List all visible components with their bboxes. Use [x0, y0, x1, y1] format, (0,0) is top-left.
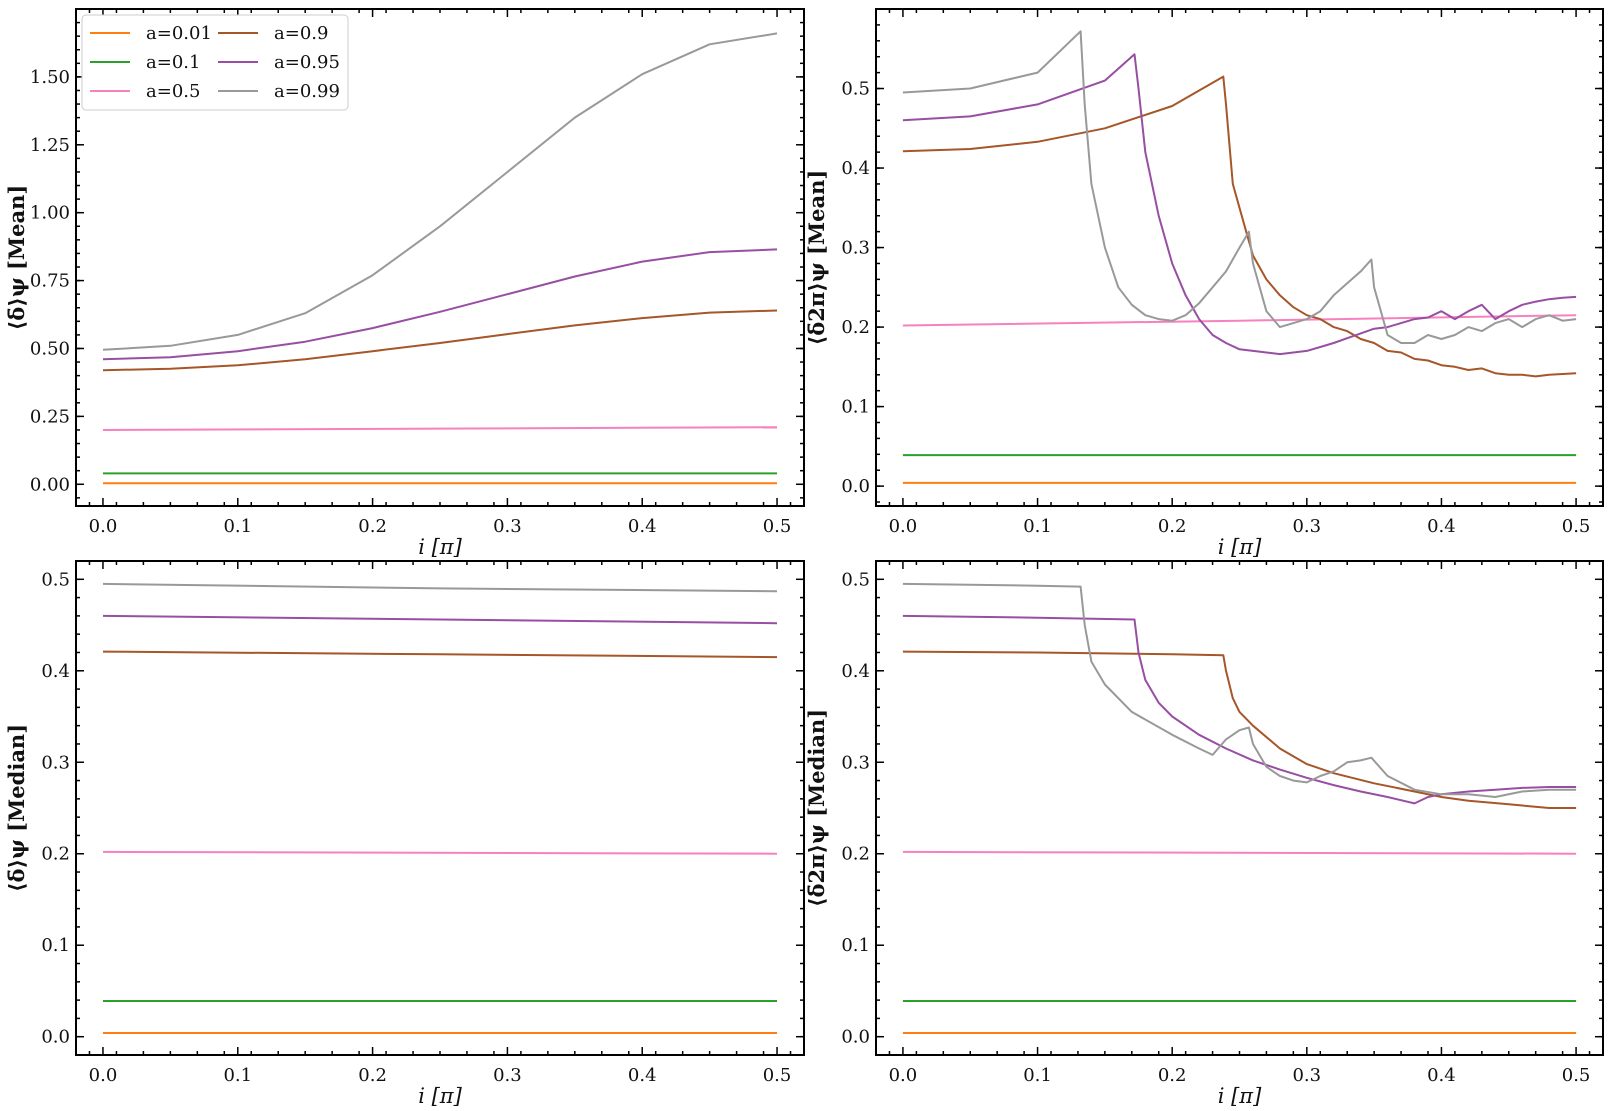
plot-frame — [875, 8, 1604, 507]
series-line-a09-3 — [102, 309, 778, 372]
x-tick-label: 0.4 — [1427, 516, 1456, 537]
x-tick-label: 0.0 — [89, 1065, 118, 1086]
y-tick-label: 0.4 — [841, 661, 870, 682]
series-line-a099-5 — [902, 30, 1577, 344]
y-tick-label: 0.0 — [41, 1027, 70, 1048]
y-tick-label: 1.25 — [30, 135, 70, 156]
y-tick-label: 0.75 — [30, 271, 70, 292]
x-tick-label: 0.3 — [493, 516, 522, 537]
panel-top-left-mean: 0.0 0.1 0.2 0.3 0.4 0.5 0.00 0.25 0.50 0.75 1.00 1.… — [4, 8, 805, 559]
x-tick-label: 0.2 — [1158, 1065, 1187, 1086]
series-line-a095-4 — [102, 248, 778, 361]
y-tick-label: 0.3 — [841, 238, 870, 259]
x-tick-label: 0.3 — [493, 1065, 522, 1086]
y-axis-label: ⟨δ̄2π⟩ψ [Mean] — [804, 170, 829, 346]
series-line-a09-3 — [902, 75, 1577, 378]
y-axis-label: ⟨δ̄⟩ψ [Mean] — [4, 185, 29, 331]
x-tick-label: 0.1 — [1023, 516, 1052, 537]
y-tick-label: 0.00 — [30, 474, 70, 495]
y-tick-label: 0.4 — [841, 158, 870, 179]
y-tick-label: 0.1 — [841, 935, 870, 956]
x-tick-label: 0.1 — [1023, 1065, 1052, 1086]
y-tick-label: 0.0 — [841, 1027, 870, 1048]
x-axis-label: i [π] — [418, 535, 462, 559]
legend-label: a=0.5 — [146, 81, 200, 102]
series-line-a099-5 — [102, 32, 778, 351]
legend-label: a=0.95 — [274, 52, 340, 73]
series-line-a099-5 — [102, 582, 778, 593]
series-line-a09-3 — [102, 650, 778, 659]
y-tick-label: 0.4 — [41, 661, 70, 682]
x-tick-label: 0.4 — [628, 1065, 657, 1086]
x-tick-label: 0.5 — [1562, 1065, 1591, 1086]
series-line-a09-3 — [902, 650, 1577, 809]
legend-box — [81, 14, 349, 111]
x-tick-label: 0.2 — [358, 516, 387, 537]
y-axis-label: ⟨δ̄⟩ψ [Median] — [4, 724, 29, 892]
y-tick-label: 0.3 — [41, 752, 70, 773]
series-line-a099-5 — [902, 582, 1577, 798]
y-axis-label: ⟨δ̄2π⟩ψ [Median] — [804, 709, 829, 907]
x-axis-label: i [π] — [418, 1084, 462, 1108]
y-tick-label: 0.2 — [841, 844, 870, 865]
series-line-a095-4 — [902, 53, 1577, 356]
x-tick-label: 0.4 — [1427, 1065, 1456, 1086]
y-tick-label: 0.0 — [841, 476, 870, 497]
x-tick-label: 0.5 — [763, 516, 792, 537]
y-tick-label: 0.1 — [841, 397, 870, 418]
y-tick-label: 0.2 — [41, 844, 70, 865]
x-tick-label: 0.2 — [358, 1065, 387, 1086]
y-tick-label: 0.2 — [841, 317, 870, 338]
legend-label: a=0.99 — [274, 81, 340, 102]
panel-bottom-right-median-2pi: 0.0 0.1 0.2 0.3 0.4 0.5 0.0 0.1 0.2 0.3 0.4 0.5 i [π… — [804, 560, 1604, 1108]
legend-label: a=0.01 — [146, 23, 212, 44]
y-tick-label: 1.50 — [30, 67, 70, 88]
y-tick-label: 1.00 — [30, 203, 70, 224]
legend-label: a=0.1 — [146, 52, 200, 73]
x-tick-label: 0.1 — [223, 1065, 252, 1086]
series-line-a05-2 — [902, 850, 1577, 855]
x-tick-label: 0.0 — [889, 516, 918, 537]
series-line-a05-2 — [902, 314, 1577, 327]
y-tick-label: 0.1 — [41, 935, 70, 956]
x-tick-label: 0.4 — [628, 516, 657, 537]
y-tick-label: 0.5 — [841, 79, 870, 100]
series-line-a05-2 — [102, 426, 778, 431]
y-tick-label: 0.50 — [30, 338, 70, 359]
y-tick-label: 0.5 — [841, 569, 870, 590]
x-tick-label: 0.3 — [1292, 1065, 1321, 1086]
legend-label: a=0.9 — [274, 23, 328, 44]
y-tick-label: 0.25 — [30, 406, 70, 427]
panel-bottom-left-median: 0.0 0.1 0.2 0.3 0.4 0.5 0.0 0.1 0.2 0.3 0.4 0.5 i [π… — [4, 560, 805, 1108]
x-axis-label: i [π] — [1218, 1084, 1262, 1108]
plot-frame — [875, 560, 1604, 1056]
x-tick-label: 0.5 — [1562, 516, 1591, 537]
x-tick-label: 0.3 — [1292, 516, 1321, 537]
y-tick-label: 0.3 — [841, 752, 870, 773]
x-tick-label: 0.2 — [1158, 516, 1187, 537]
x-axis-label: i [π] — [1218, 535, 1262, 559]
series-line-a095-4 — [102, 614, 778, 625]
series-line-a095-4 — [902, 614, 1577, 805]
x-tick-label: 0.5 — [763, 1065, 792, 1086]
panel-top-right-mean-2pi: 0.0 0.1 0.2 0.3 0.4 0.5 0.0 0.1 0.2 0.3 0.4 0.5 i [π… — [804, 8, 1604, 559]
legend: a=0.01 a=0.1 a=0.5 a=0.9 a=0.95 a=0.99 — [81, 14, 349, 111]
plot-frame — [75, 560, 805, 1056]
y-tick-label: 0.5 — [41, 569, 70, 590]
x-tick-label: 0.1 — [223, 516, 252, 537]
series-line-a05-2 — [102, 850, 778, 855]
x-tick-label: 0.0 — [89, 516, 118, 537]
x-tick-label: 0.0 — [889, 1065, 918, 1086]
